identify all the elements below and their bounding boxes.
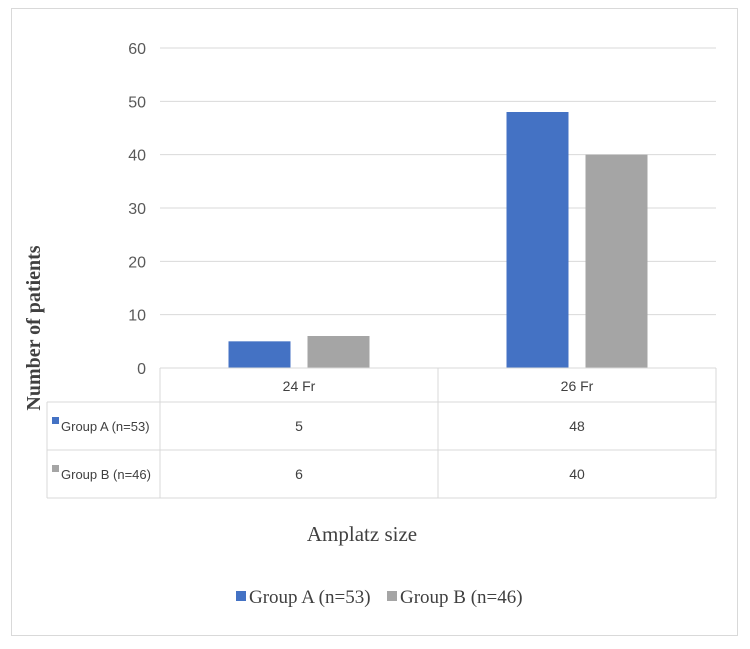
data-table: 24 Fr 26 Fr Group A (n=53) 5 48 Group B (n=46…	[46, 367, 717, 499]
legend-swatch	[236, 591, 246, 601]
bars	[228, 112, 648, 368]
y-tick-label: 40	[128, 148, 146, 165]
bar	[307, 336, 370, 368]
data-label: 5	[295, 418, 303, 434]
bar	[506, 112, 569, 368]
table-legend-key	[52, 417, 59, 424]
x-axis-label: Amplatz size	[307, 522, 417, 546]
y-axis-label: Number of patients	[23, 245, 45, 410]
x-category-label: 24 Fr	[283, 378, 316, 394]
legend-label: Group B (n=46)	[400, 587, 523, 608]
y-tick-label: 20	[128, 254, 146, 271]
legend: Group A (n=53) Group B (n=46)	[236, 587, 523, 608]
bar	[585, 154, 648, 368]
x-category-label: 26 Fr	[561, 378, 594, 394]
y-tick-label: 10	[128, 308, 146, 325]
y-tick-label: 0	[137, 361, 146, 378]
legend-swatch	[387, 591, 397, 601]
legend-label: Group A (n=53)	[249, 587, 371, 608]
bar	[228, 341, 291, 368]
data-label: 48	[569, 418, 585, 434]
y-tick-label: 50	[128, 94, 146, 111]
y-tick-label: 60	[128, 41, 146, 58]
y-tick-label: 30	[128, 201, 146, 218]
table-legend-key	[52, 465, 59, 472]
table-series-label: Group A (n=53)	[61, 419, 150, 434]
table-series-label: Group B (n=46)	[61, 467, 151, 482]
data-label: 6	[295, 466, 303, 482]
data-label: 40	[569, 466, 585, 482]
y-tick-labels: 0 10 20 30 40 50 60	[128, 41, 146, 378]
